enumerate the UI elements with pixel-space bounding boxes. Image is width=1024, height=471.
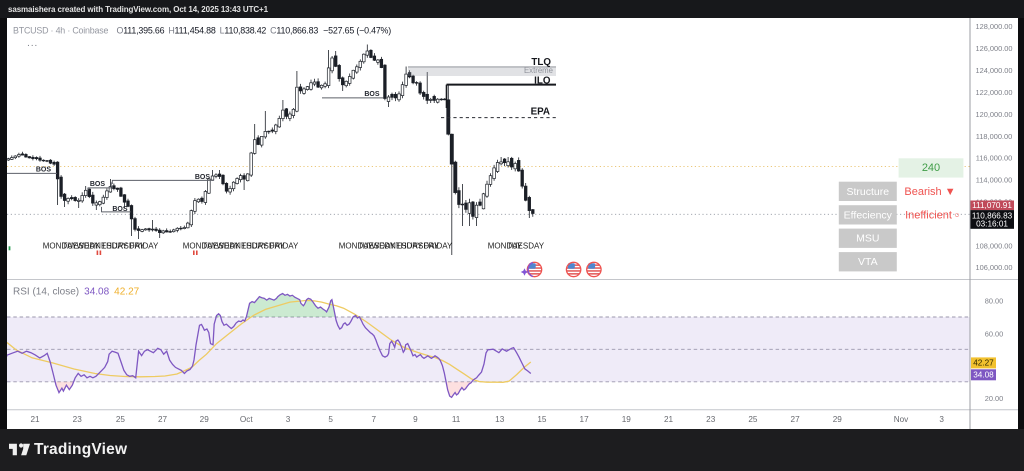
svg-text:BOS: BOS bbox=[364, 91, 380, 98]
svg-text:106,000.00: 106,000.00 bbox=[976, 263, 1013, 272]
svg-text:Bearish ▼: Bearish ▼ bbox=[904, 186, 955, 198]
svg-text:MONDAY: MONDAY bbox=[488, 242, 523, 251]
svg-text:TLQ: TLQ bbox=[531, 57, 551, 68]
svg-text:23: 23 bbox=[706, 415, 716, 424]
svg-text:Inefficient ▫: Inefficient ▫ bbox=[905, 209, 959, 221]
svg-text:MONDAY: MONDAY bbox=[183, 242, 218, 251]
svg-text:60.00: 60.00 bbox=[985, 329, 1004, 338]
svg-text:ILQ: ILQ bbox=[534, 76, 551, 87]
svg-text:TUESDAY: TUESDAY bbox=[62, 242, 100, 251]
svg-text:3: 3 bbox=[939, 415, 944, 424]
svg-text:Nov: Nov bbox=[894, 415, 909, 424]
svg-text:FRIDAY: FRIDAY bbox=[130, 242, 159, 251]
svg-text:25: 25 bbox=[116, 415, 126, 424]
svg-text:BOS: BOS bbox=[112, 206, 128, 213]
svg-text:5: 5 bbox=[328, 415, 333, 424]
svg-text:120,000.00: 120,000.00 bbox=[976, 110, 1013, 119]
svg-text:Structure: Structure bbox=[846, 186, 889, 198]
svg-text:25: 25 bbox=[748, 415, 758, 424]
svg-text:128,000.00: 128,000.00 bbox=[976, 22, 1013, 31]
svg-text:...: ... bbox=[27, 37, 38, 49]
svg-text:17: 17 bbox=[580, 415, 590, 424]
svg-text:Oct: Oct bbox=[240, 415, 253, 424]
svg-text:MSU: MSU bbox=[856, 233, 879, 245]
svg-text:TUESDAY: TUESDAY bbox=[358, 242, 396, 251]
svg-text:EPA: EPA bbox=[531, 107, 550, 118]
svg-text:21: 21 bbox=[30, 415, 40, 424]
svg-text:VTA: VTA bbox=[858, 256, 878, 268]
svg-text:114,000.00: 114,000.00 bbox=[976, 176, 1012, 185]
svg-text:108,000.00: 108,000.00 bbox=[976, 241, 1013, 250]
svg-text:BOS: BOS bbox=[90, 181, 106, 188]
svg-text:126,000.00: 126,000.00 bbox=[976, 44, 1013, 53]
svg-text:116,000.00: 116,000.00 bbox=[976, 154, 1012, 163]
svg-text:TUESDAY: TUESDAY bbox=[202, 242, 240, 251]
svg-text:15: 15 bbox=[537, 415, 547, 424]
svg-text:THURSDAY: THURSDAY bbox=[101, 242, 145, 251]
svg-text:MONDAY: MONDAY bbox=[43, 242, 78, 251]
svg-text:7: 7 bbox=[372, 415, 377, 424]
svg-text:27: 27 bbox=[791, 415, 801, 424]
svg-text:9: 9 bbox=[413, 415, 418, 424]
svg-text:122,000.00: 122,000.00 bbox=[976, 88, 1013, 97]
svg-text:TUESDAY: TUESDAY bbox=[507, 242, 545, 251]
svg-text:WEDNESDAY: WEDNESDAY bbox=[77, 242, 129, 251]
svg-text:23: 23 bbox=[73, 415, 83, 424]
svg-text:42.27: 42.27 bbox=[973, 359, 994, 368]
svg-text:THURSDAY: THURSDAY bbox=[396, 242, 440, 251]
svg-text:BOS: BOS bbox=[36, 167, 52, 174]
svg-text:20.00: 20.00 bbox=[985, 394, 1004, 403]
svg-text:WEDNESDAY: WEDNESDAY bbox=[217, 242, 269, 251]
svg-text:Effeciency: Effeciency bbox=[844, 209, 893, 221]
svg-text:FRIDAY: FRIDAY bbox=[270, 242, 299, 251]
svg-text:111,070.91: 111,070.91 bbox=[972, 201, 1012, 210]
svg-text:3: 3 bbox=[286, 415, 291, 424]
svg-text:11: 11 bbox=[452, 415, 461, 424]
svg-text:29: 29 bbox=[833, 415, 843, 424]
svg-text:MONDAY: MONDAY bbox=[339, 242, 374, 251]
svg-text:29: 29 bbox=[200, 415, 210, 424]
svg-text:110,866.83: 110,866.83 bbox=[972, 211, 1013, 220]
svg-text:BTCUSD · 4h · Coinbase O111,39: BTCUSD · 4h · Coinbase O111,395.66 H111,4… bbox=[13, 26, 391, 36]
svg-text:118,000.00: 118,000.00 bbox=[976, 132, 1012, 141]
svg-text:03:16:01: 03:16:01 bbox=[976, 220, 1008, 229]
svg-text:34.08: 34.08 bbox=[973, 371, 994, 380]
svg-text:21: 21 bbox=[664, 415, 674, 424]
svg-text:Extreme: Extreme bbox=[524, 66, 553, 75]
svg-text:27: 27 bbox=[158, 415, 168, 424]
svg-text:13: 13 bbox=[495, 415, 505, 424]
svg-text:FRIDAY: FRIDAY bbox=[424, 242, 453, 251]
svg-text:WEDNESDAY: WEDNESDAY bbox=[372, 242, 424, 251]
svg-text:THURSDAY: THURSDAY bbox=[241, 242, 285, 251]
svg-text:80.00: 80.00 bbox=[985, 297, 1004, 306]
svg-text:19: 19 bbox=[622, 415, 632, 424]
svg-text:124,000.00: 124,000.00 bbox=[976, 66, 1013, 75]
svg-text:240: 240 bbox=[922, 162, 940, 174]
svg-text:BOS: BOS bbox=[195, 174, 211, 181]
